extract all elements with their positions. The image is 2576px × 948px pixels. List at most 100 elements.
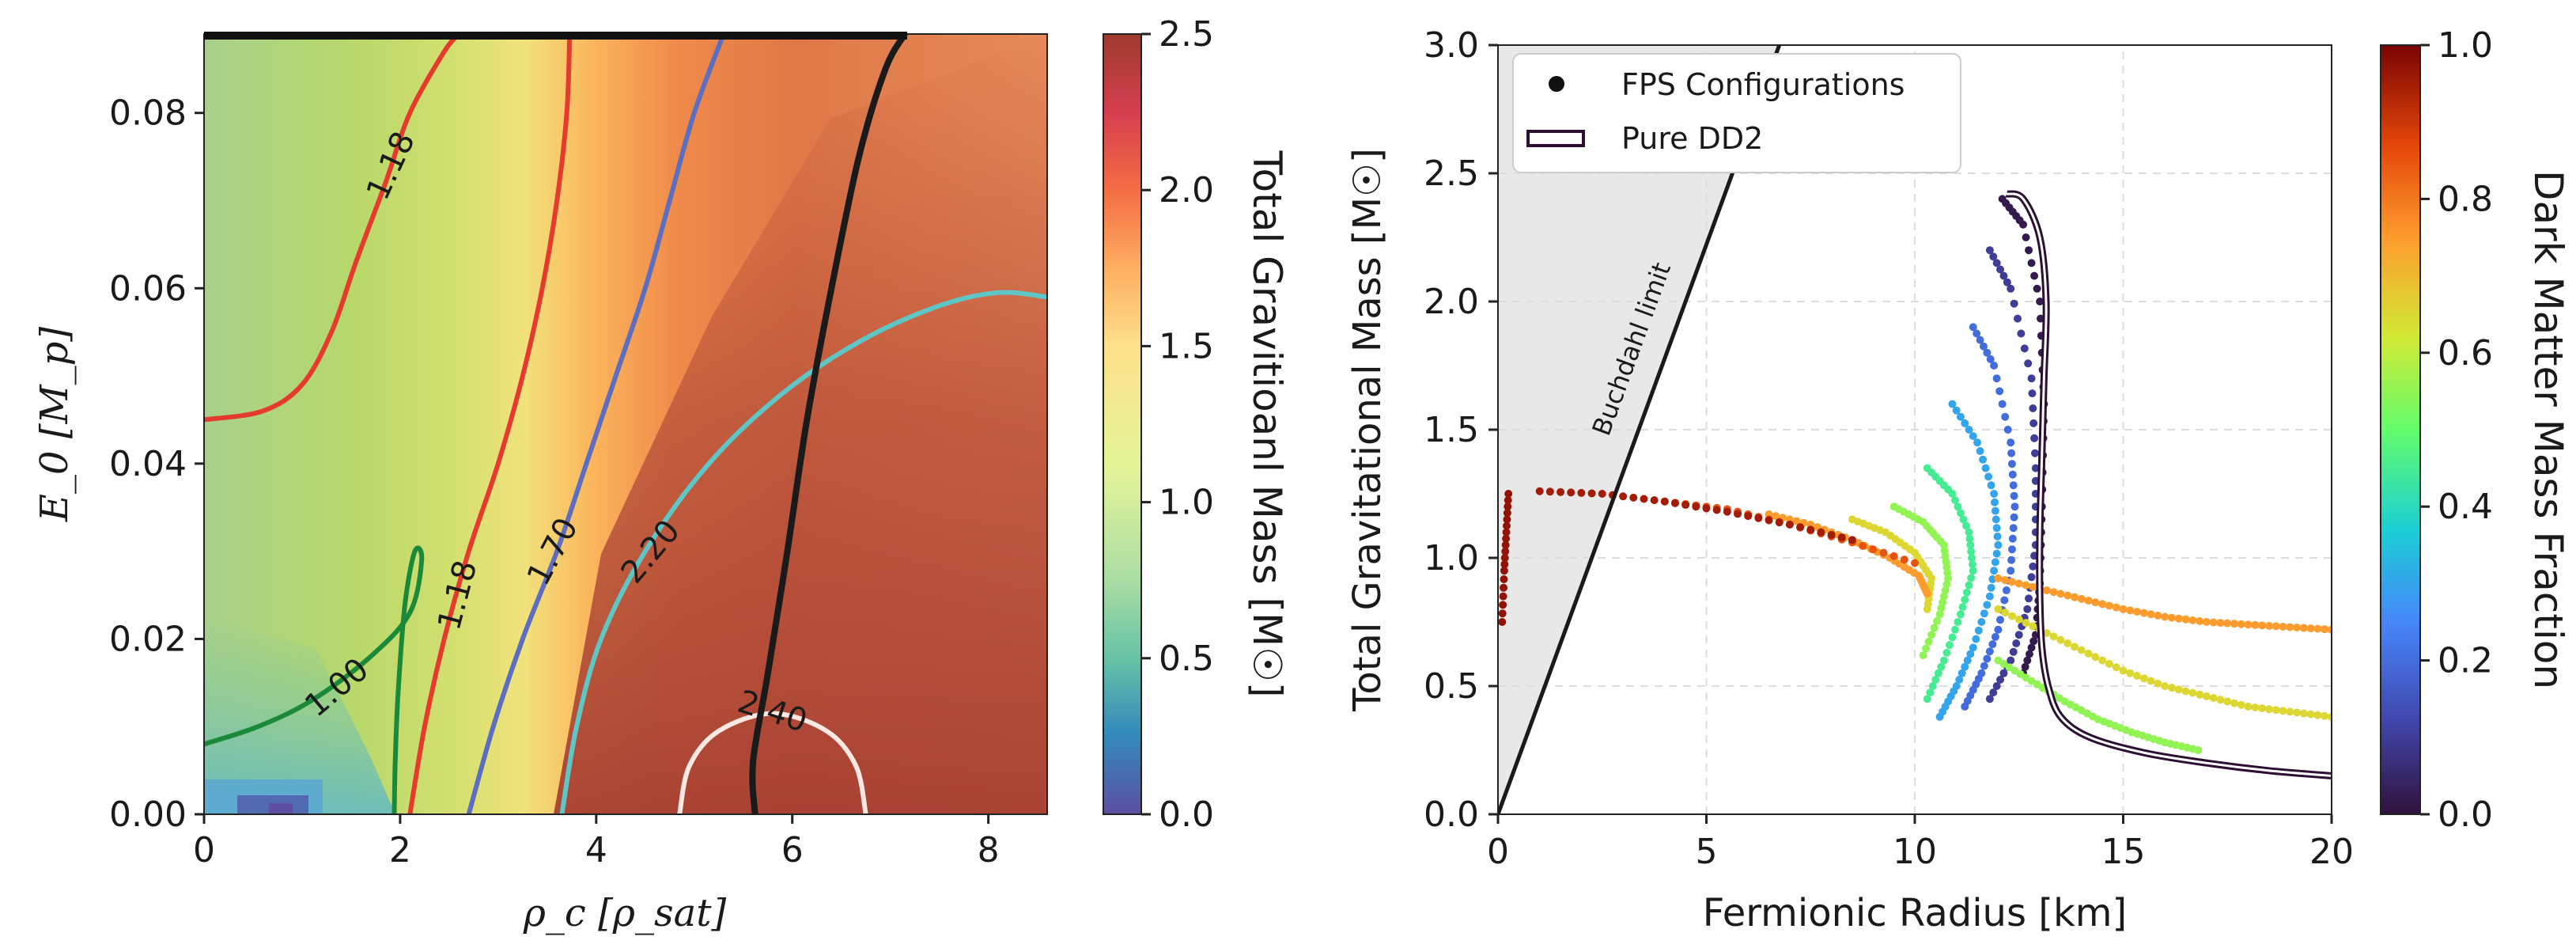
fps-point [1961,521,1970,530]
fps-point [1499,592,1507,601]
fps-point [1967,547,1976,556]
fps-point [1557,487,1565,496]
scatter-y-axis-label: Total Gravitational Mass [M☉] [1345,148,1390,712]
fps-point [1954,618,1962,626]
scatter-y-tick: 0.0 [1424,794,1479,835]
fps-point [2042,586,2051,595]
fps-point [2139,609,2148,617]
fps-point [1994,625,2003,634]
fps-point [1980,662,1988,670]
fps-point [1956,610,1965,619]
fps-point [2084,649,2093,658]
fps-point [2077,594,2086,603]
heatmap-colorbar: 0.0 0.5 1.0 1.5 2.0 2.5 Total Gravitioanl Mas… [1103,14,1290,835]
fps-point [2105,601,2113,610]
fps-point [2029,404,2037,412]
fps-point [1934,669,1942,677]
fps-point [1785,520,1794,529]
fps-point [1500,575,1508,583]
fps-point [2230,620,2239,628]
fps-point [2174,614,2183,623]
fps-point [2023,605,2032,613]
fps-point [1969,567,1977,575]
fps-point [2007,545,2016,554]
fps-point [2133,672,2142,681]
fps-point [1977,618,1986,626]
scatter-x-tick: 10 [1893,832,1937,872]
fps-point [1956,412,1965,421]
fps-point [1942,648,1951,657]
fps-point [2007,656,2015,665]
fps-point [2293,624,2302,632]
fps-point [1502,528,1511,537]
contour-2-40-5 [677,711,868,814]
fps-point [2009,481,2018,490]
fps-point [1499,601,1507,609]
heatmap-colorbar-tick: 1.5 [1159,326,1214,366]
fps-point [2313,624,2322,633]
fps-point [2321,711,2329,720]
fps-point [2019,220,2028,229]
legend-entry-dd2: Pure DD2 [1621,121,1763,156]
fps-point [2025,650,2033,658]
heatmap-field: 1.001.181.181.70 2.202.40 [204,34,1047,814]
fps-point [2105,659,2113,668]
fps-point [2071,593,2079,601]
fps-point [2010,299,2018,308]
fps-point [1990,362,1999,370]
fps-point [2306,710,2315,719]
fps-point [2133,608,2142,616]
fps-point [2031,464,2040,472]
heatmap-x-tick: 6 [781,830,804,870]
fps-point [2063,591,2072,600]
fps-point [2230,699,2239,707]
fps-point [2030,271,2039,280]
fps-point [2028,389,2037,398]
fps-point [1504,490,1513,498]
fps-point [1806,525,1815,534]
heatmap-x-tick: 2 [389,830,411,870]
fps-point [1796,523,1805,532]
fps-point [1500,560,1509,569]
fps-point [2009,524,2018,533]
contour-1-00-0 [204,545,425,814]
fps-point [1952,406,1961,415]
fps-point [2279,622,2287,631]
fps-point [1972,635,1980,643]
fps-point [2002,586,2010,595]
heatmap-y-tick: 0.08 [109,93,187,134]
fps-point [2033,284,2041,293]
fps-point [1948,490,1957,498]
scatter-legend: FPS Configurations Pure DD2 [1512,53,1961,173]
fps-point [1702,504,1711,513]
fps-point [1939,592,1948,601]
fps-point [2029,637,2038,646]
fps-point [1500,583,1508,592]
fps-point [2161,612,2169,621]
fps-point [2237,700,2245,709]
fps-point [2167,684,2176,692]
scatter-colorbar-gradient [2380,44,2421,815]
heatmap-x-axis-label: ρ_c [ρ_sat] [523,891,727,935]
fps-point [1985,592,1994,601]
fps-point [2181,687,2190,696]
fps-point [2299,709,2308,718]
fps-point [1990,567,1999,575]
fps-point [1500,554,1509,562]
scatter-panel: Buchdahl limit 0 5 10 15 200.00.51.01.52.02.… [1345,25,2354,935]
fps-point [1983,601,1992,609]
fps-point [2209,694,2218,703]
fps-point [2027,643,2036,652]
fps-point [1933,616,1942,625]
heatmap-x-tick: 8 [978,830,1000,870]
fps-point [2001,576,2010,585]
fps-point [2029,622,2037,631]
fps-point [2020,344,2029,353]
fps-point [1501,540,1510,549]
scatter-y-tick: 2.0 [1424,282,1479,322]
fps-point [1974,626,1983,635]
fps-point [1723,507,1731,516]
fps-point [2027,374,2036,383]
fps-point [2313,711,2322,719]
